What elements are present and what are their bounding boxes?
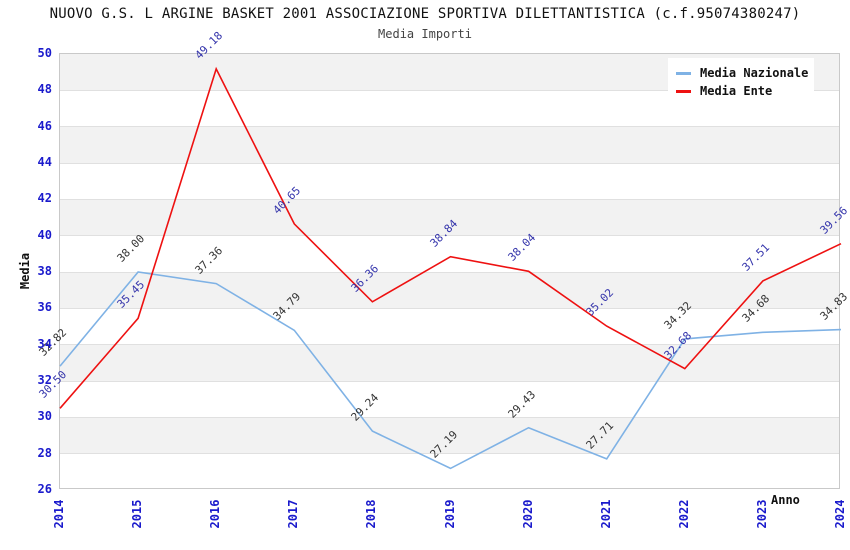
x-tick-label: 2021	[598, 499, 613, 529]
y-tick-label: 32	[37, 373, 52, 387]
y-tick-label: 26	[37, 482, 52, 496]
gridline	[60, 344, 839, 346]
x-tick-label: 2014	[52, 499, 66, 529]
x-axis-title: Anno	[771, 493, 800, 507]
x-tick-label: 2020	[520, 499, 535, 529]
y-tick-label: 38	[37, 264, 52, 278]
gridline	[60, 271, 839, 273]
x-tick-label: 2023	[754, 499, 769, 529]
gridline	[60, 380, 839, 382]
gridline	[60, 235, 839, 237]
x-tick-label: 2016	[208, 499, 223, 529]
gridline	[60, 416, 839, 418]
series-line-media-nazionale	[59, 271, 842, 470]
y-tick-label: 28	[37, 445, 52, 460]
y-tick-label: 44	[37, 155, 52, 169]
y-tick-label: 34	[37, 336, 52, 351]
media-ente-line-swatch-icon	[676, 89, 691, 93]
x-tick-label: 2018	[364, 499, 379, 529]
y-tick-label: 36	[37, 300, 52, 315]
y-tick-label: 48	[37, 82, 52, 97]
legend-item-media-nazionale: Media Nazionale	[676, 65, 808, 81]
y-tick-label: 50	[37, 46, 52, 60]
gridline	[60, 198, 839, 200]
gridline	[60, 307, 839, 309]
x-tick-label: 2017	[286, 499, 301, 529]
x-tick-label: 2015	[130, 499, 145, 529]
y-tick-label: 40	[37, 227, 52, 242]
x-tick-label: 2019	[442, 499, 457, 529]
gridline	[60, 89, 839, 91]
series-lines	[59, 66, 842, 470]
y-tick-label: 30	[37, 409, 52, 424]
y-tick-label: 46	[37, 118, 52, 133]
plot-area: 32.82 38.00 37.36 34.79 29.24 27.19 29.43 27.71…	[37, 29, 850, 489]
chart-title: NUOVO G.S. L ARGINE BASKET 2001 ASSOCIAZ…	[49, 6, 801, 22]
y-tick-label: 42	[37, 191, 52, 206]
x-tick-label: 2022	[676, 499, 691, 529]
gridline	[60, 126, 839, 128]
legend-item-media-ente: Media Ente	[676, 83, 808, 99]
gridline	[60, 162, 839, 164]
legend: Media Nazionale Media Ente	[668, 58, 814, 107]
legend-label: Media Nazionale	[700, 66, 809, 80]
series-line-media-ente	[59, 66, 842, 409]
media-nazionale-line-swatch-icon	[676, 71, 691, 75]
chart-subtitle: Media Importi	[378, 27, 472, 41]
gridline	[60, 453, 839, 455]
legend-label: Media Ente	[700, 84, 773, 98]
x-tick-label: 2024	[833, 499, 847, 529]
